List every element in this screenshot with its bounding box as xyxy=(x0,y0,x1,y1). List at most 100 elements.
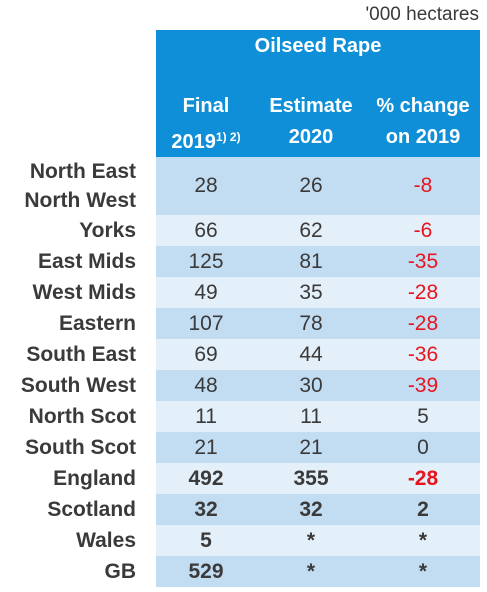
row-label-text: North West xyxy=(24,189,136,212)
table-row: South West 48 30 -39 xyxy=(0,370,480,401)
table-row: GB 529 * * xyxy=(0,556,480,587)
percent-change-cell: * xyxy=(418,560,428,583)
row-label: North Scot xyxy=(0,401,136,432)
footnote-marker: 1) 2) xyxy=(215,130,241,144)
row-background xyxy=(156,308,480,339)
table-row: North East North West 28 26 -8 xyxy=(0,157,480,215)
row-background xyxy=(156,277,480,308)
final-2019-cell: 492 xyxy=(188,467,224,490)
row-label-text: North Scot xyxy=(28,405,136,428)
column-final-line1: Final xyxy=(182,95,230,117)
table-row: Wales 5 * * xyxy=(0,525,480,556)
column-final: Final 20191) 2) xyxy=(156,91,256,157)
final-2019-cell: 69 xyxy=(194,343,218,366)
row-label: England xyxy=(0,463,136,494)
table-row: South East 69 44 -36 xyxy=(0,339,480,370)
row-background xyxy=(156,215,480,246)
table-row: England 492 355 -28 xyxy=(0,463,480,494)
row-background xyxy=(156,370,480,401)
column-estimate: Estimate 2020 xyxy=(256,91,366,157)
units-label: '000 hectares xyxy=(365,4,479,25)
table-row: West Mids 49 35 -28 xyxy=(0,277,480,308)
percent-change-cell: 5 xyxy=(417,405,429,428)
row-label: East Mids xyxy=(0,246,136,277)
row-label-text: North East xyxy=(29,160,136,183)
row-label: Eastern xyxy=(0,308,136,339)
percent-change-cell: 0 xyxy=(417,436,429,459)
final-2019-cell: 32 xyxy=(194,498,218,521)
estimate-2020-cell: 355 xyxy=(293,467,329,490)
row-background xyxy=(156,463,480,494)
estimate-2020-cell: 11 xyxy=(300,405,322,428)
estimate-2020-cell: 21 xyxy=(299,436,323,459)
row-label-text: East Mids xyxy=(37,250,136,273)
table-row: Scotland 32 32 2 xyxy=(0,494,480,525)
row-label-text: England xyxy=(53,467,136,490)
percent-change-cell: -35 xyxy=(407,250,439,273)
column-change: % change on 2019 xyxy=(366,91,480,157)
row-label: Yorks xyxy=(0,215,136,246)
row-label: South Scot xyxy=(0,432,136,463)
percent-change-cell: -6 xyxy=(413,219,433,242)
row-label: West Mids xyxy=(0,277,136,308)
row-label-text: South West xyxy=(20,374,136,397)
row-background xyxy=(156,525,480,556)
row-label: South West xyxy=(0,370,136,401)
estimate-2020-cell: 81 xyxy=(299,250,323,273)
row-background xyxy=(156,157,480,215)
table-row: North Scot 11 11 5 xyxy=(0,401,480,432)
row-label-text: Wales xyxy=(76,529,136,552)
row-label-text: Yorks xyxy=(79,219,136,242)
final-2019-cell: 125 xyxy=(188,250,224,273)
final-2019-cell: 48 xyxy=(194,374,218,397)
estimate-2020-cell: 26 xyxy=(299,174,323,197)
row-background xyxy=(156,494,480,525)
percent-change-cell: -36 xyxy=(407,343,439,366)
table-row: Eastern 107 78 -28 xyxy=(0,308,480,339)
column-estimate-line2: 2020 xyxy=(288,126,334,148)
percent-change-cell: -8 xyxy=(413,174,433,197)
final-2019-cell: 5 xyxy=(200,529,212,552)
percent-change-cell: -28 xyxy=(407,281,439,304)
final-2019-cell: 529 xyxy=(188,560,224,583)
column-change-line2: on 2019 xyxy=(385,126,461,148)
percent-change-cell: * xyxy=(418,529,428,552)
column-change-line1: % change xyxy=(376,95,470,117)
row-background xyxy=(156,246,480,277)
row-background xyxy=(156,432,480,463)
row-label: Scotland xyxy=(0,494,136,525)
final-2019-cell: 21 xyxy=(194,436,218,459)
row-label-text: Eastern xyxy=(58,312,136,335)
row-label-text: South Scot xyxy=(25,436,136,459)
final-2019-cell: 49 xyxy=(194,281,218,304)
column-final-line2: 2019 xyxy=(171,131,216,153)
crop-title: Oilseed Rape xyxy=(156,30,480,91)
row-label-text: South East xyxy=(26,343,136,366)
percent-change-cell: -39 xyxy=(407,374,439,397)
row-label-text: GB xyxy=(104,560,137,583)
estimate-2020-cell: * xyxy=(306,529,316,552)
percent-change-cell: -28 xyxy=(407,312,439,335)
row-label: Wales xyxy=(0,525,136,556)
estimate-2020-cell: * xyxy=(306,560,316,583)
column-estimate-line1: Estimate xyxy=(269,95,353,117)
estimate-2020-cell: 35 xyxy=(299,281,323,304)
row-background xyxy=(156,339,480,370)
estimate-2020-cell: 78 xyxy=(299,312,323,335)
estimate-2020-cell: 30 xyxy=(299,374,323,397)
row-label: GB xyxy=(0,556,137,587)
final-2019-cell: 28 xyxy=(194,174,218,197)
percent-change-cell: 2 xyxy=(417,498,429,521)
column-header: Final 20191) 2) Estimate 2020 % change o… xyxy=(156,91,480,157)
final-2019-cell: 66 xyxy=(194,219,218,242)
table-row: South Scot 21 21 0 xyxy=(0,432,480,463)
final-2019-cell: 107 xyxy=(188,312,224,335)
final-2019-cell: 11 xyxy=(195,405,217,428)
row-label-text: West Mids xyxy=(32,281,136,304)
percent-change-cell: -28 xyxy=(407,467,439,490)
row-background xyxy=(156,401,480,432)
row-label: South East xyxy=(0,339,136,370)
row-label: North East North West xyxy=(0,157,136,215)
estimate-2020-cell: 32 xyxy=(299,498,323,521)
table-row: Yorks 66 62 -6 xyxy=(0,215,480,246)
